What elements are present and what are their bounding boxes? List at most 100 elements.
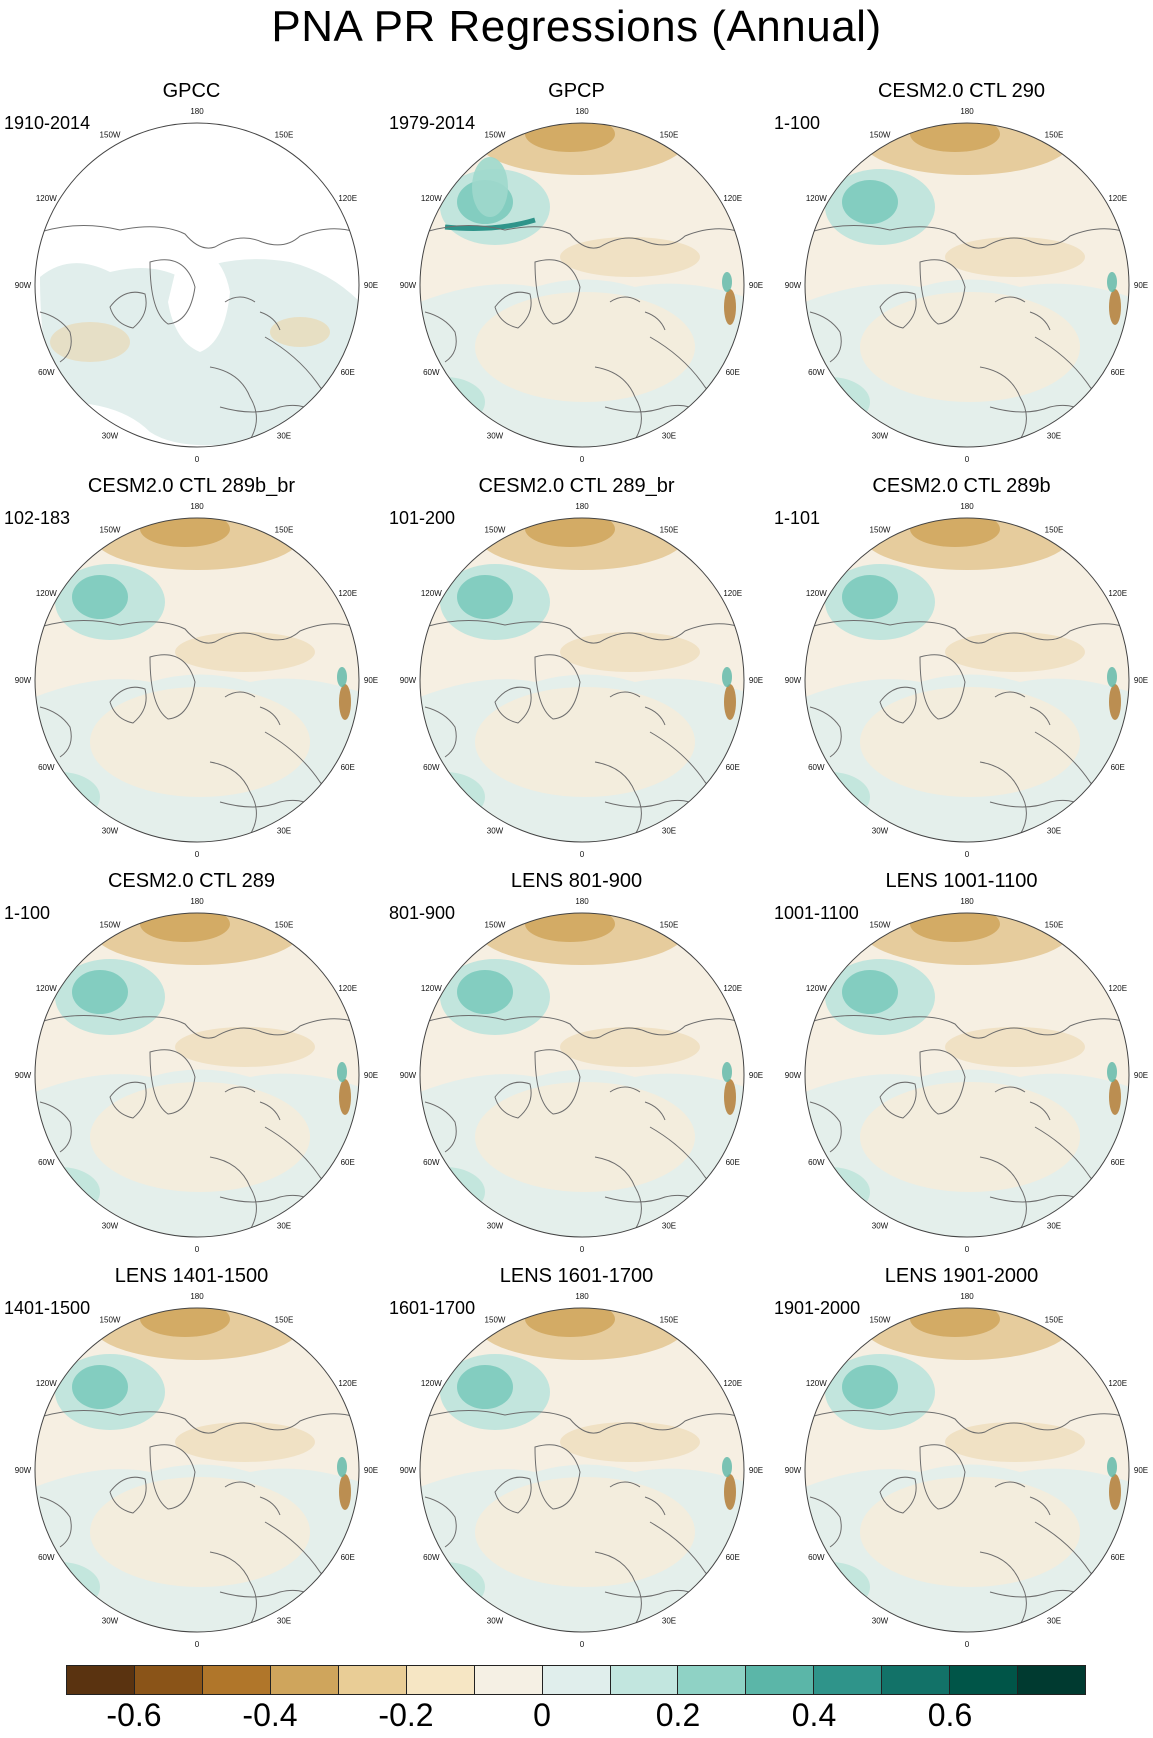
longitude-label: 180: [960, 1292, 974, 1301]
longitude-label: 60E: [726, 1553, 740, 1562]
longitude-label: 60W: [808, 1553, 825, 1562]
colorbar-swatch: [1018, 1666, 1086, 1694]
colorbar-tick-label: 0.2: [655, 1697, 701, 1733]
panel-period: 1601-1700: [389, 1298, 476, 1318]
longitude-label: 30E: [662, 1617, 676, 1626]
longitude-label: 30E: [1047, 1617, 1061, 1626]
polar-map: 180 150E 120E 90E 60E 30E 0 30W 60W 90W 120W 150W: [15, 107, 378, 464]
longitude-label: 150E: [1045, 920, 1064, 929]
longitude-label: 180: [960, 897, 974, 906]
longitude-label: 150W: [485, 920, 506, 929]
longitude-label: 180: [190, 897, 204, 906]
polar-map: 180 150E 120E 90E 60E 30E 0 30W 60W 90W 120W 150W: [400, 897, 763, 1254]
colorbar-tick-label: -0.2: [378, 1697, 434, 1733]
colorbar: [66, 1665, 1086, 1695]
longitude-label: 90W: [15, 1466, 32, 1475]
map-panel: CESM2.0 CTL 289 1-100 180 150E 120E 90E 60E 30E…: [0, 870, 383, 1265]
longitude-label: 60W: [38, 763, 55, 772]
longitude-label: 180: [960, 502, 974, 511]
colorbar-swatch: [882, 1666, 951, 1694]
colorbar-swatch: [814, 1666, 883, 1694]
longitude-label: 150E: [660, 920, 679, 929]
longitude-label: 90E: [749, 1466, 763, 1475]
longitude-label: 120E: [723, 589, 742, 598]
longitude-label: 120E: [338, 589, 357, 598]
longitude-label: 90W: [785, 1466, 802, 1475]
longitude-label: 90W: [400, 676, 417, 685]
polar-map: 180 150E 120E 90E 60E 30E 0 30W 60W 90W 120W 150W: [785, 502, 1148, 859]
panel-period: 1910-2014: [4, 113, 91, 133]
panel-title: GPCC: [162, 80, 221, 102]
longitude-label: 180: [575, 502, 589, 511]
longitude-label: 60W: [808, 368, 825, 377]
longitude-label: 30W: [102, 432, 119, 441]
panel-period: 1001-1100: [774, 903, 859, 923]
panel-title: GPCP: [548, 80, 605, 102]
colorbar-tick-label: 0.4: [791, 1697, 837, 1733]
longitude-label: 150E: [275, 1315, 294, 1324]
longitude-label: 30E: [1047, 827, 1061, 836]
longitude-label: 90W: [400, 281, 417, 290]
longitude-label: 60E: [726, 763, 740, 772]
colorbar-swatch: [338, 1666, 407, 1694]
longitude-label: 120W: [36, 194, 57, 203]
panel-period: 1979-2014: [389, 113, 476, 133]
longitude-label: 180: [190, 107, 204, 116]
longitude-label: 120W: [36, 1379, 57, 1388]
longitude-label: 30W: [102, 1222, 119, 1231]
longitude-label: 120E: [1108, 589, 1127, 598]
longitude-label: 60E: [1111, 368, 1125, 377]
panel-period: 1901-2000: [774, 1298, 861, 1318]
longitude-label: 120W: [36, 589, 57, 598]
longitude-label: 60E: [341, 1553, 355, 1562]
longitude-label: 90W: [785, 281, 802, 290]
polar-map: 180 150E 120E 90E 60E 30E 0 30W 60W 90W 120W 150W: [400, 107, 763, 464]
longitude-label: 30W: [102, 827, 119, 836]
longitude-label: 0: [195, 1245, 200, 1254]
longitude-label: 150W: [100, 130, 121, 139]
panel-period: 1-100: [4, 903, 51, 923]
colorbar-swatch: [202, 1666, 271, 1694]
longitude-label: 60E: [1111, 1553, 1125, 1562]
longitude-label: 120W: [36, 984, 57, 993]
longitude-label: 90W: [400, 1466, 417, 1475]
longitude-label: 180: [575, 107, 589, 116]
map-panel: CESM2.0 CTL 290 1-100 180 150E 120E 90E 60E 30E…: [770, 80, 1153, 475]
panel-period: 101-200: [389, 508, 456, 528]
longitude-label: 120W: [421, 194, 442, 203]
longitude-label: 0: [580, 1640, 585, 1649]
longitude-label: 120E: [1108, 984, 1127, 993]
colorbar-swatch: [134, 1666, 203, 1694]
panel-title: CESM2.0 CTL 289_br: [478, 475, 675, 497]
longitude-label: 90E: [749, 1071, 763, 1080]
longitude-label: 180: [575, 897, 589, 906]
longitude-label: 0: [580, 1245, 585, 1254]
longitude-label: 150W: [485, 525, 506, 534]
panel-title: LENS 1901-2000: [884, 1265, 1039, 1287]
colorbar-tick-label: -0.6: [106, 1697, 162, 1733]
longitude-label: 180: [575, 1292, 589, 1301]
colorbar-swatch: [270, 1666, 339, 1694]
longitude-label: 30W: [872, 432, 889, 441]
colorbar-swatch: [610, 1666, 679, 1694]
longitude-label: 150W: [485, 1315, 506, 1324]
longitude-label: 30E: [662, 432, 676, 441]
panel-title: LENS 801-900: [510, 870, 643, 892]
longitude-label: 30E: [277, 1617, 291, 1626]
longitude-label: 120W: [806, 984, 827, 993]
map-panel: LENS 1001-1100 1001-1100 180 150E 120E 90E 60E…: [770, 870, 1153, 1265]
longitude-label: 0: [965, 1245, 970, 1254]
longitude-label: 90W: [785, 676, 802, 685]
longitude-label: 0: [580, 850, 585, 859]
longitude-label: 60W: [38, 368, 55, 377]
polar-map: 180 150E 120E 90E 60E 30E 0 30W 60W 90W 120W 150W: [785, 1292, 1148, 1649]
longitude-label: 30W: [872, 1617, 889, 1626]
longitude-label: 90E: [749, 676, 763, 685]
longitude-label: 150E: [1045, 1315, 1064, 1324]
longitude-label: 0: [195, 1640, 200, 1649]
longitude-label: 30E: [277, 432, 291, 441]
map-panel: LENS 1601-1700 1601-1700 180 150E 120E 90E 60E…: [385, 1265, 768, 1660]
longitude-label: 180: [190, 1292, 204, 1301]
map-panel: CESM2.0 CTL 289b 1-101 180 150E 120E 90E 60E 30…: [770, 475, 1153, 870]
polar-map: 180 150E 120E 90E 60E 30E 0 30W 60W 90W 120W 150W: [785, 897, 1148, 1254]
